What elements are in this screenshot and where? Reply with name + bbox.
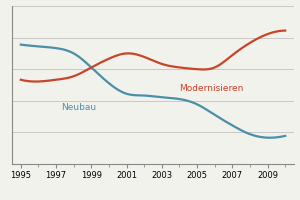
Text: Neubau: Neubau [61,103,97,112]
Text: Modernisieren: Modernisieren [179,84,244,93]
